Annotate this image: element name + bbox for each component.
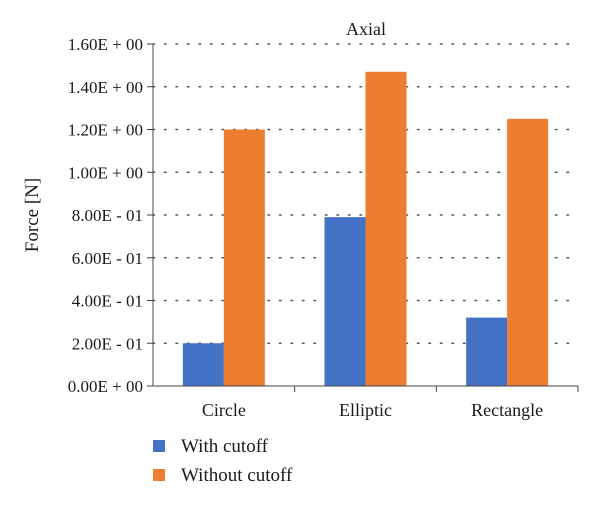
y-tick-label: 2.00E - 01 <box>72 334 143 353</box>
legend-swatch <box>153 440 165 452</box>
y-tick-label: 4.00E - 01 <box>72 292 143 311</box>
y-tick-label: 1.00E + 00 <box>68 163 143 182</box>
bars <box>182 71 549 386</box>
bar-elliptic-without-cutoff <box>365 71 407 386</box>
y-tick-label: 1.20E + 00 <box>68 121 143 140</box>
legend-label: With cutoff <box>181 436 269 457</box>
y-tick-label: 6.00E - 01 <box>72 249 143 268</box>
x-tick-label: Circle <box>202 400 246 420</box>
bar-circle-without-cutoff <box>223 129 265 386</box>
bar-rectangle-without-cutoff <box>507 118 549 386</box>
y-tick-label: 0.00E + 00 <box>68 377 143 396</box>
y-tick-label: 1.40E + 00 <box>68 78 143 97</box>
y-tick-label: 1.60E + 00 <box>68 35 143 54</box>
y-tick-label: 8.00E - 01 <box>72 206 143 225</box>
legend: With cutoff Without cutoff <box>153 436 293 486</box>
bar-elliptic-with-cutoff <box>324 217 366 386</box>
y-tick-labels: 0.00E + 00 2.00E - 01 4.00E - 01 6.00E - 01… <box>68 35 153 396</box>
x-tick-labels: Circle Elliptic Rectangle <box>202 400 543 420</box>
x-tick-label: Elliptic <box>339 400 392 420</box>
bar-rectangle-with-cutoff <box>466 317 508 386</box>
chart-title: Axial <box>346 19 386 39</box>
bar-circle-with-cutoff <box>182 343 224 386</box>
x-tick-label: Rectangle <box>471 400 543 420</box>
y-axis-label: Force [N] <box>22 178 43 252</box>
legend-label: Without cutoff <box>181 465 293 486</box>
legend-swatch <box>153 469 165 481</box>
